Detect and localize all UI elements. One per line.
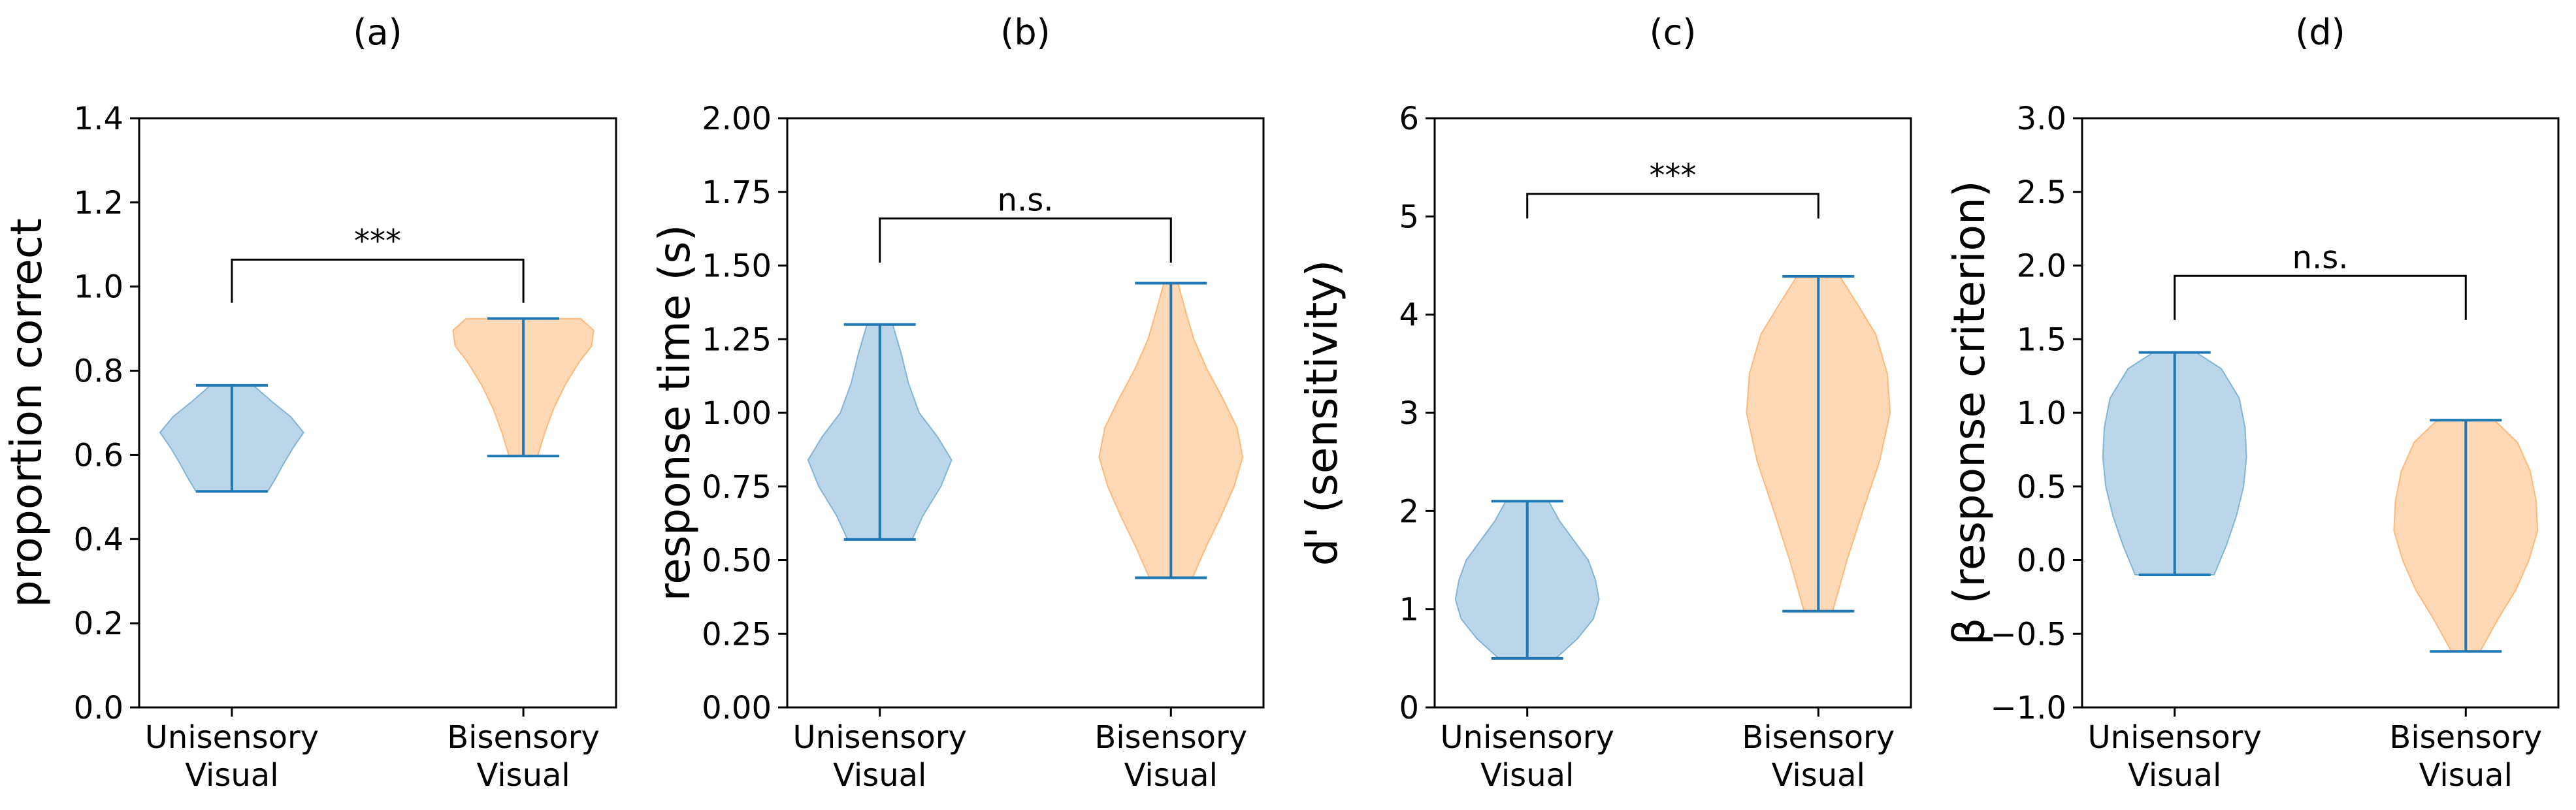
x-tick-label-line: Unisensory: [1441, 719, 1614, 756]
y-axis-label: β (response criterion): [1944, 180, 1995, 645]
x-tick-label-line: Visual: [1480, 757, 1574, 794]
y-tick-label: 2.5: [2017, 174, 2066, 211]
y-tick-label: 0.4: [74, 521, 123, 558]
y-axis-label: proportion correct: [1, 218, 52, 608]
y-tick-label: 3: [1399, 395, 1419, 432]
y-tick-label: 1.25: [702, 321, 772, 358]
y-axis-label: response time (s): [649, 225, 700, 602]
x-tick-label-line: Bisensory: [2389, 719, 2542, 756]
x-tick-label-line: Unisensory: [145, 719, 319, 756]
y-tick-label: 0: [1399, 690, 1419, 726]
y-tick-label: −1.0: [1990, 690, 2066, 726]
y-tick-label: 1.2: [74, 185, 123, 221]
panel-title: (d): [2295, 12, 2345, 53]
significance-label: n.s.: [2292, 239, 2349, 276]
x-tick-label: Unisensory Visual: [2088, 719, 2262, 794]
y-tick-label: 0.00: [702, 690, 772, 726]
x-tick-label-line: Visual: [2419, 757, 2513, 794]
x-tick-label: Unisensory Visual: [793, 719, 967, 794]
x-tick-label: Unisensory Visual: [145, 719, 319, 794]
y-tick-label: 3.0: [2017, 101, 2066, 137]
y-tick-label: 0.0: [2017, 543, 2066, 579]
y-tick-label: 0.5: [2017, 469, 2066, 506]
y-tick-label: 2.0: [2017, 248, 2066, 285]
y-tick-label: 1.75: [702, 174, 772, 211]
x-tick-label-line: Bisensory: [1094, 719, 1247, 756]
x-tick-label-line: Visual: [833, 757, 926, 794]
y-tick-label: −0.5: [1990, 616, 2066, 653]
x-tick-label-line: Visual: [476, 757, 570, 794]
significance-label: ***: [354, 223, 401, 259]
y-tick-label: 0.8: [74, 353, 123, 390]
y-tick-label: 1.4: [74, 101, 123, 137]
y-tick-label: 0.50: [702, 543, 772, 579]
y-tick-label: 2: [1399, 493, 1419, 530]
y-tick-label: 1.5: [2017, 321, 2066, 358]
x-tick-label: Bisensory Visual: [1742, 719, 1895, 794]
x-tick-label: Bisensory Visual: [1094, 719, 1247, 794]
significance-bracket: [879, 217, 1172, 263]
y-tick-label: 5: [1399, 199, 1419, 235]
y-tick-label: 1.0: [74, 269, 123, 306]
y-tick-label: 1.0: [2017, 395, 2066, 432]
y-tick-label: 1.50: [702, 248, 772, 285]
y-tick-label: 0.2: [74, 606, 123, 642]
y-tick-label: 0.75: [702, 469, 772, 506]
x-tick-label-line: Visual: [185, 757, 278, 794]
y-axis-label: d' (sensitivity): [1297, 260, 1347, 566]
y-tick-label: 6: [1399, 101, 1419, 137]
x-tick-label-line: Unisensory: [793, 719, 967, 756]
panel-2: n.s. 0.00 0.25 0.50 0.75 1.00 1.25 1.50 1.75 2.00…: [649, 12, 1265, 794]
x-tick-label: Unisensory Visual: [1441, 719, 1614, 794]
x-tick-label-line: Bisensory: [1742, 719, 1895, 756]
significance-bracket: [231, 258, 525, 303]
y-tick-label: 0.6: [74, 437, 123, 474]
axes-frame: [138, 117, 617, 709]
panel-4: n.s. −1.0 −0.5 0.0 0.5 1.0 1.5 2.0 2.5 3.0 Unisens…: [1944, 12, 2560, 794]
significance-bracket: [1526, 193, 1819, 219]
significance-label: n.s.: [998, 182, 1054, 218]
y-tick-label: 1.00: [702, 395, 772, 432]
x-tick-label: Bisensory Visual: [447, 719, 600, 794]
x-tick-label-line: Visual: [1772, 757, 1865, 794]
x-tick-label-line: Unisensory: [2088, 719, 2262, 756]
x-tick-label-line: Visual: [1124, 757, 1218, 794]
panel-title: (a): [353, 12, 402, 53]
x-tick-label-line: Visual: [2128, 757, 2221, 794]
y-tick-label: 1: [1399, 592, 1419, 628]
panel-title: (b): [1000, 12, 1050, 53]
y-tick-label: 4: [1399, 297, 1419, 334]
significance-bracket: [2174, 274, 2467, 320]
y-tick-label: 0.0: [74, 690, 123, 726]
panel-title: (c): [1650, 12, 1697, 53]
x-tick-label: Bisensory Visual: [2389, 719, 2542, 794]
y-tick-label: 2.00: [702, 101, 772, 137]
y-tick-label: 0.25: [702, 616, 772, 653]
x-tick-label-line: Bisensory: [447, 719, 600, 756]
significance-label: ***: [1650, 157, 1697, 194]
